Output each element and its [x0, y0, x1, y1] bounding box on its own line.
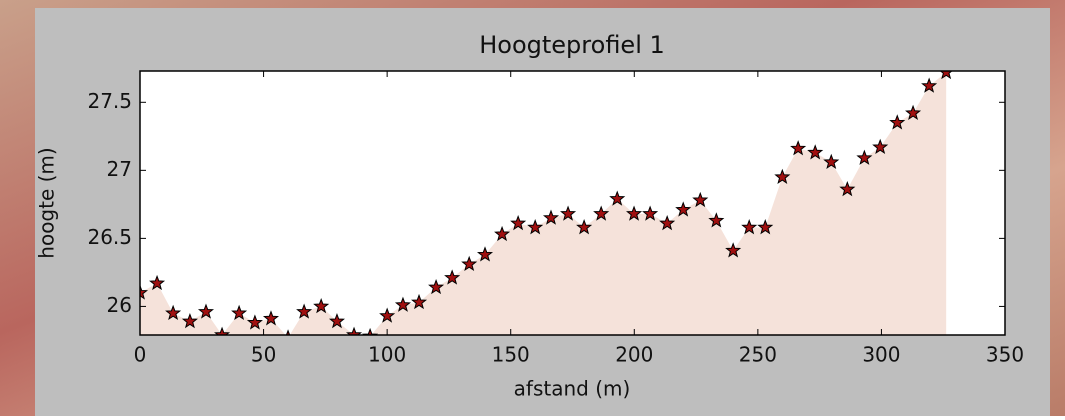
y-tick-label: 26	[107, 293, 132, 317]
x-tick-label: 200	[615, 343, 653, 367]
page: {"chart_data": {"type": "area-scatter", …	[0, 0, 1065, 416]
x-tick-label: 300	[862, 343, 900, 367]
chart: Hoogteprofiel 1 afstand (m) hoogte (m) 0…	[0, 0, 1065, 416]
y-tick-label: 27	[107, 157, 132, 181]
y-axis-label: hoogte (m)	[35, 147, 59, 258]
x-tick-label: 0	[134, 343, 147, 367]
x-tick-label: 350	[986, 343, 1024, 367]
x-tick-label: 150	[492, 343, 530, 367]
y-tick-label: 26.5	[87, 225, 132, 249]
x-tick-label: 250	[739, 343, 777, 367]
y-tick-label: 27.5	[87, 89, 132, 113]
x-tick-label: 50	[251, 343, 276, 367]
x-tick-label: 100	[368, 343, 406, 367]
x-axis-label: afstand (m)	[514, 377, 631, 401]
chart-title: Hoogteprofiel 1	[479, 31, 665, 59]
